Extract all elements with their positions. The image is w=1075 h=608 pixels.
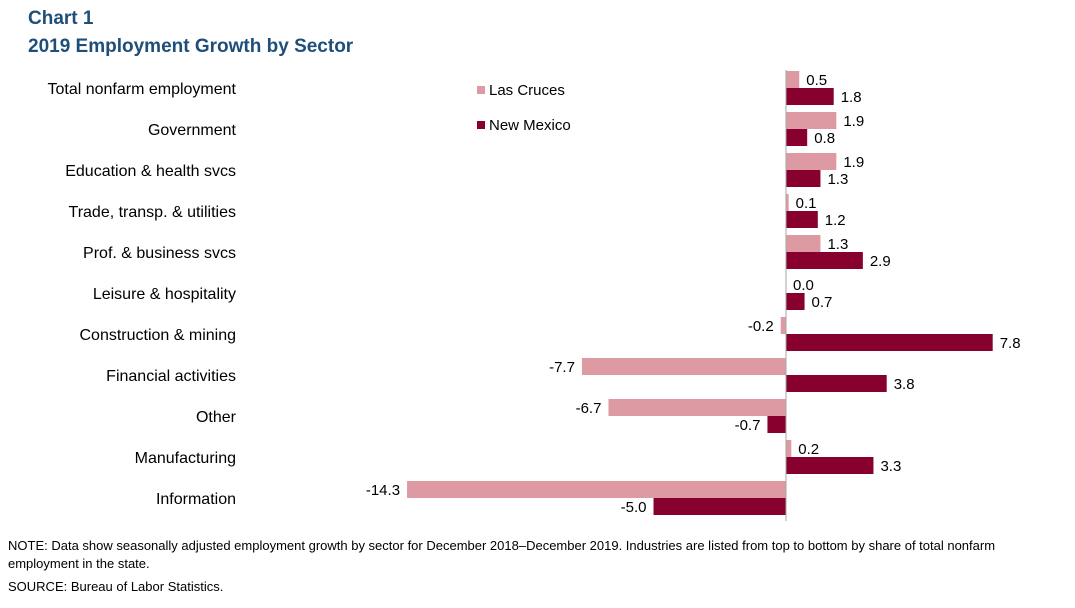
category-label: Other — [196, 409, 237, 426]
data-label: 3.3 — [880, 458, 901, 475]
chart-title: 2019 Employment Growth by Sector — [28, 36, 354, 57]
data-label: 0.8 — [814, 130, 835, 147]
data-label: 1.8 — [841, 89, 862, 106]
bar-las-cruces — [786, 71, 800, 88]
bar-new-mexico — [786, 334, 993, 351]
bar-new-mexico — [786, 170, 821, 187]
bar-new-mexico — [786, 129, 808, 146]
category-label: Prof. & business svcs — [83, 245, 236, 262]
category-label: Total nonfarm employment — [47, 81, 236, 98]
data-label: 0.0 — [793, 277, 814, 294]
category-label: Education & health svcs — [65, 163, 236, 180]
bar-las-cruces — [786, 235, 821, 252]
category-label: Financial activities — [106, 368, 236, 385]
bar-las-cruces — [786, 153, 837, 170]
data-label: -7.7 — [549, 359, 575, 376]
legend-swatch-new-mexico — [477, 121, 485, 129]
bar-new-mexico — [786, 293, 805, 310]
bar-new-mexico — [767, 416, 786, 433]
data-label: 3.8 — [894, 376, 915, 393]
data-label: -6.7 — [576, 400, 602, 417]
bar-chart: 0.51.81.90.81.91.30.11.21.32.90.00.7-0.2… — [47, 70, 1021, 521]
bar-new-mexico — [786, 252, 863, 269]
chart-note: NOTE: Data show seasonally adjusted empl… — [8, 538, 996, 571]
bar-las-cruces — [407, 481, 786, 498]
data-label: 1.9 — [843, 154, 864, 171]
category-label: Information — [156, 491, 236, 508]
data-label: 1.2 — [825, 212, 846, 229]
category-label: Leisure & hospitality — [93, 286, 236, 303]
category-label: Government — [148, 122, 237, 139]
bar-new-mexico — [786, 375, 887, 392]
bar-new-mexico — [786, 88, 834, 105]
data-label: 0.5 — [806, 72, 827, 89]
bar-las-cruces — [780, 317, 786, 334]
bar-las-cruces — [581, 358, 786, 375]
bar-new-mexico — [786, 211, 818, 228]
category-label: Manufacturing — [135, 450, 236, 467]
bar-new-mexico — [653, 498, 786, 515]
data-label: 1.3 — [827, 236, 848, 253]
bar-las-cruces — [786, 440, 792, 457]
data-label: 2.9 — [870, 253, 891, 270]
data-label: 1.9 — [843, 113, 864, 130]
bar-new-mexico — [786, 457, 874, 474]
data-label: -0.7 — [735, 417, 761, 434]
chart-source: SOURCE: Bureau of Labor Statistics. — [8, 579, 224, 594]
data-label: 0.2 — [798, 441, 819, 458]
bar-las-cruces — [608, 399, 786, 416]
legend-label-las-cruces: Las Cruces — [489, 82, 565, 99]
data-label: -5.0 — [621, 499, 647, 516]
data-label: 0.1 — [796, 195, 817, 212]
legend-swatch-las-cruces — [477, 86, 485, 94]
bar-las-cruces — [786, 194, 789, 211]
category-label: Construction & mining — [79, 327, 236, 344]
category-label: Trade, transp. & utilities — [69, 204, 236, 221]
data-label: -14.3 — [366, 482, 400, 499]
data-label: 0.7 — [812, 294, 833, 311]
bar-las-cruces — [786, 112, 837, 129]
chart-label: Chart 1 — [28, 8, 94, 29]
legend-label-new-mexico: New Mexico — [489, 117, 571, 134]
data-label: 7.8 — [1000, 335, 1021, 352]
data-label: 1.3 — [827, 171, 848, 188]
data-label: -0.2 — [748, 318, 774, 335]
